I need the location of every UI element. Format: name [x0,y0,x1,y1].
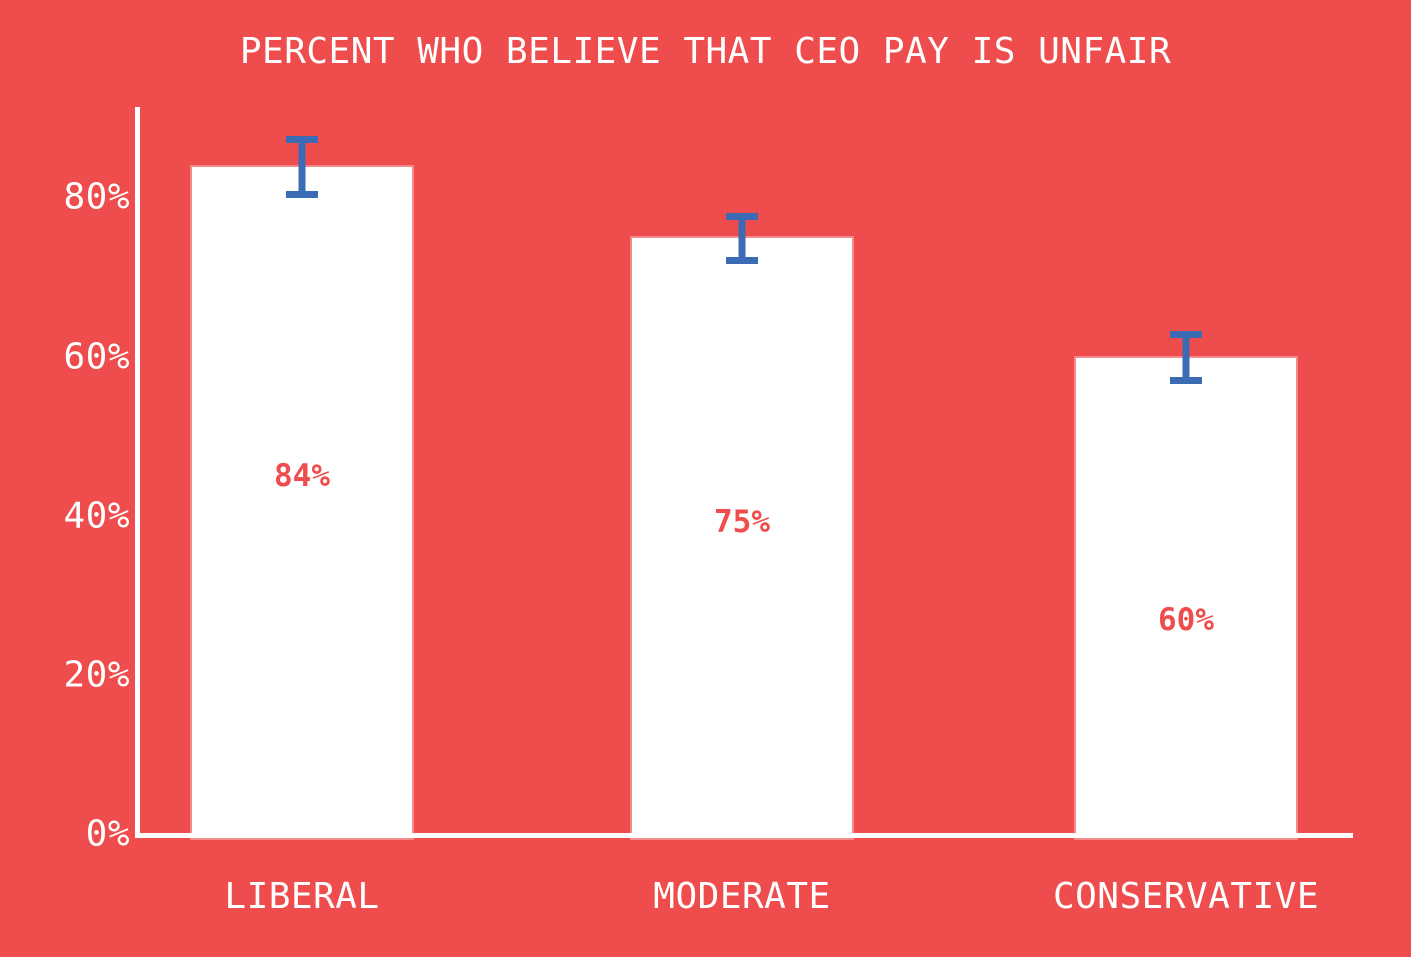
y-tick-label: 80% [63,176,130,218]
error-bar-stem [298,135,306,198]
category-label-liberal: LIBERAL [224,876,380,917]
y-axis-line [135,107,140,838]
bar-moderate [632,238,852,838]
error-bar-cap-bottom [726,256,758,264]
y-tick-label: 0% [85,813,130,855]
bar-value-label-liberal: 84% [274,458,330,494]
error-bar-stem [738,212,746,264]
error-bar-conservative [1170,331,1202,384]
error-bar-moderate [726,212,758,264]
category-label-moderate: MODERATE [653,876,831,917]
error-bar-liberal [286,135,318,198]
chart-title: PERCENT WHO BELIEVE THAT CEO PAY IS UNFA… [239,31,1172,72]
y-tick-label: 60% [63,335,130,377]
bar-value-label-conservative: 60% [1158,602,1214,638]
category-label-conservative: CONSERVATIVE [1052,876,1320,917]
y-tick-label: 40% [63,495,130,537]
error-bar-cap-bottom [286,190,318,198]
error-bar-cap-bottom [1170,376,1202,384]
bar-conservative [1076,357,1296,838]
bar-value-label-moderate: 75% [714,504,770,540]
error-bar-stem [1182,331,1190,384]
bar-liberal [192,166,412,838]
y-tick-label: 20% [63,654,130,696]
